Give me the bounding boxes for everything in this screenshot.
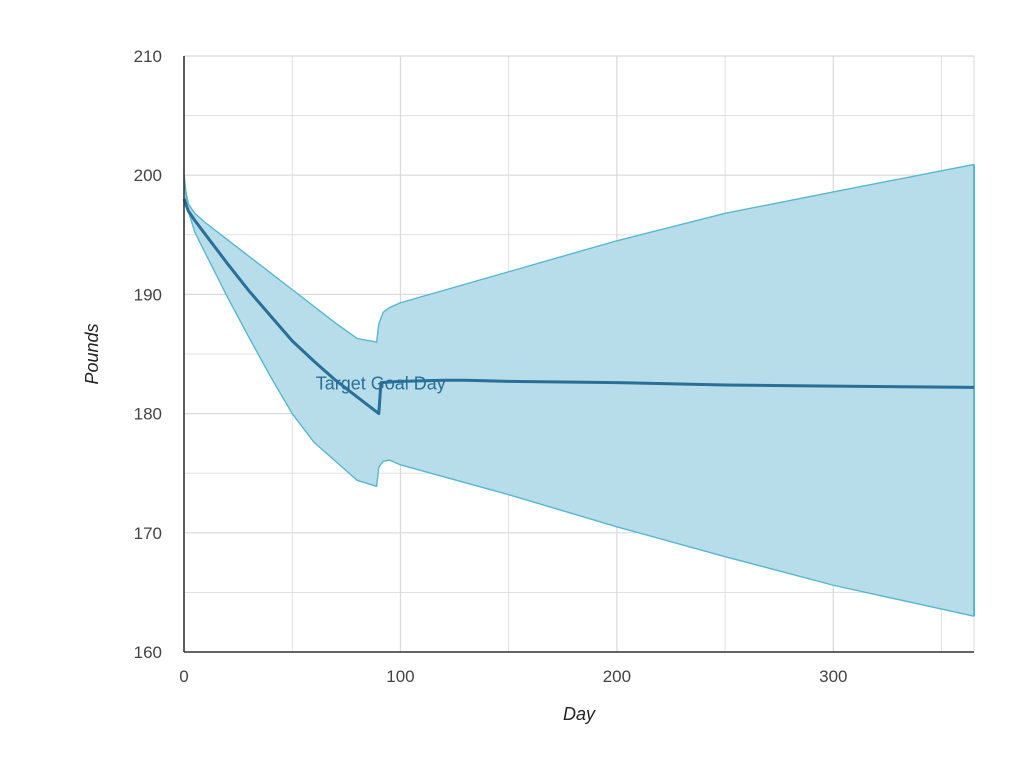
projection-line-group (182, 198, 975, 416)
x-axis-title: Day (563, 704, 596, 724)
annotations: Target Goal Day (316, 374, 446, 394)
y-tick-label: 180 (134, 405, 162, 424)
x-tick-label: 0 (179, 667, 188, 686)
target-goal-day-label: Target Goal Day (316, 374, 446, 394)
axes (183, 56, 974, 653)
lower-bound-line (183, 175, 975, 617)
projection-line (182, 198, 975, 416)
y-tick-label: 160 (134, 643, 162, 662)
tick-labels: 160 170 180 190 200 210 0 100 200 300 (134, 47, 848, 686)
confidence-band-area (184, 164, 974, 617)
x-tick-label: 300 (819, 667, 847, 686)
y-tick-label: 190 (134, 285, 162, 304)
upper-bound-line (183, 163, 975, 343)
y-tick-label: 170 (134, 524, 162, 543)
confidence-band (183, 163, 975, 617)
y-tick-label: 210 (134, 47, 162, 66)
y-axis-title: Pounds (82, 323, 102, 384)
y-tick-label: 200 (134, 166, 162, 185)
x-tick-label: 200 (603, 667, 631, 686)
x-tick-label: 100 (386, 667, 414, 686)
